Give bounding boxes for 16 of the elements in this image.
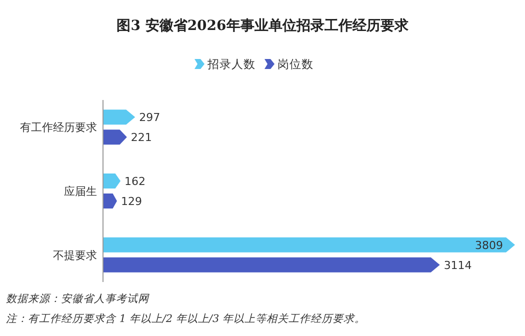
data-label: 129 [120,195,142,208]
y-tick-label: 应届生 [64,185,97,198]
legend-label: 岗位数 [278,57,314,71]
data-label: 3809 [475,238,503,252]
y-tick-label: 有工作经历要求 [20,121,97,134]
data-label: 162 [124,175,146,188]
y-tick-label: 不提要求 [53,248,97,262]
chart-title: 图3 安徽省2026年事业单位招录工作经历要求 [116,17,410,34]
bar [103,257,440,272]
data-label: 297 [139,111,160,124]
data-label: 3114 [444,258,472,272]
text: 注：有工作经历要求含 1 年以上/2 年以上/3 年以上等相关工作经历要求。 [6,313,366,325]
data-label: 221 [130,131,152,144]
legend-label: 招录人数 [206,57,256,71]
source-note: 数据来源：安徽省人事考试网 [6,293,150,305]
bar [103,237,515,252]
